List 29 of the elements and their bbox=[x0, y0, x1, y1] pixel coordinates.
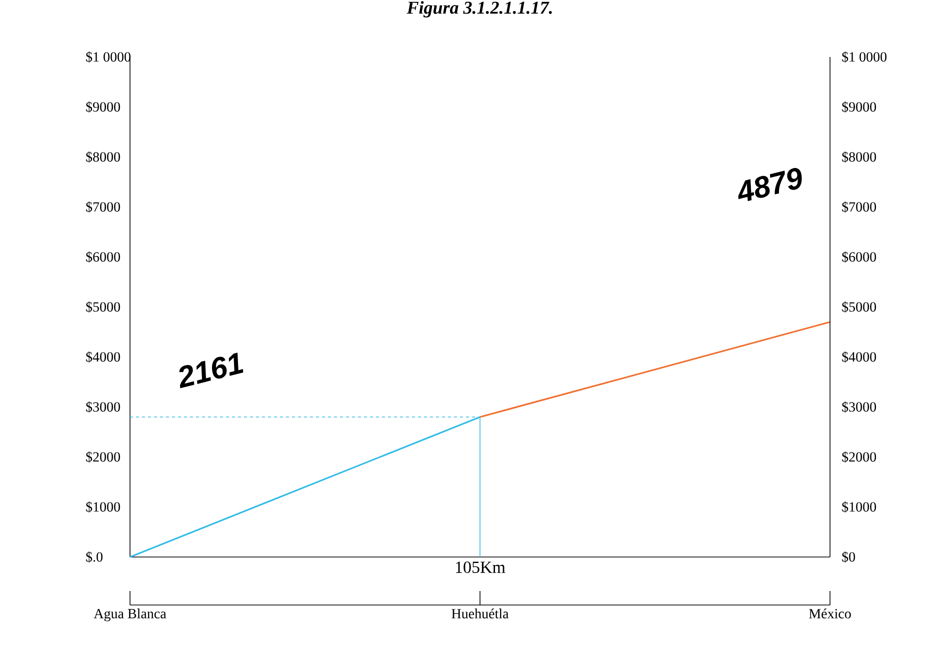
x-tick-label: México bbox=[809, 608, 851, 618]
y-tick-label: $6000 bbox=[86, 251, 120, 263]
y2-tick-label: $9000 bbox=[842, 101, 876, 113]
y2-tick-label: $5000 bbox=[842, 301, 876, 313]
y2-tick-label: $1000 bbox=[842, 501, 876, 513]
y-tick-label: $3000 bbox=[86, 401, 120, 413]
x-tick-label: Huehuétla bbox=[452, 608, 509, 618]
y-tick-label: $8000 bbox=[86, 151, 120, 163]
y-tick-label: $5000 bbox=[86, 301, 120, 313]
x-tick-label: Agua Blanca bbox=[94, 608, 166, 622]
y-tick-label: $7000 bbox=[86, 201, 120, 213]
y2-tick-label: $6000 bbox=[842, 251, 876, 263]
y-tick-label: $2000 bbox=[86, 451, 120, 463]
y-tick-label: $9000 bbox=[86, 101, 120, 113]
y2-tick-label: $4000 bbox=[842, 351, 876, 363]
y-tick-label: $.0 bbox=[86, 551, 103, 563]
y2-tick-label: $1 0000 bbox=[842, 51, 886, 63]
ref-line-label: 105Km bbox=[456, 562, 506, 573]
y-tick-label: $4000 bbox=[86, 351, 120, 363]
chart-title: Figura 3.1.2.1.1.17. bbox=[406, 1, 552, 18]
y2-tick-label: $8000 bbox=[842, 151, 876, 163]
y-tick-label: $1 0000 bbox=[86, 51, 131, 63]
y-tick-label: $1000 bbox=[86, 501, 120, 513]
y2-tick-label: $3000 bbox=[842, 401, 876, 413]
y2-tick-label: $2000 bbox=[842, 451, 876, 463]
annotation: 2161 bbox=[179, 352, 244, 388]
y2-tick-label: $7000 bbox=[842, 201, 876, 213]
y2-tick-label: $0 bbox=[842, 551, 856, 563]
annotation: 4879 bbox=[738, 168, 802, 202]
